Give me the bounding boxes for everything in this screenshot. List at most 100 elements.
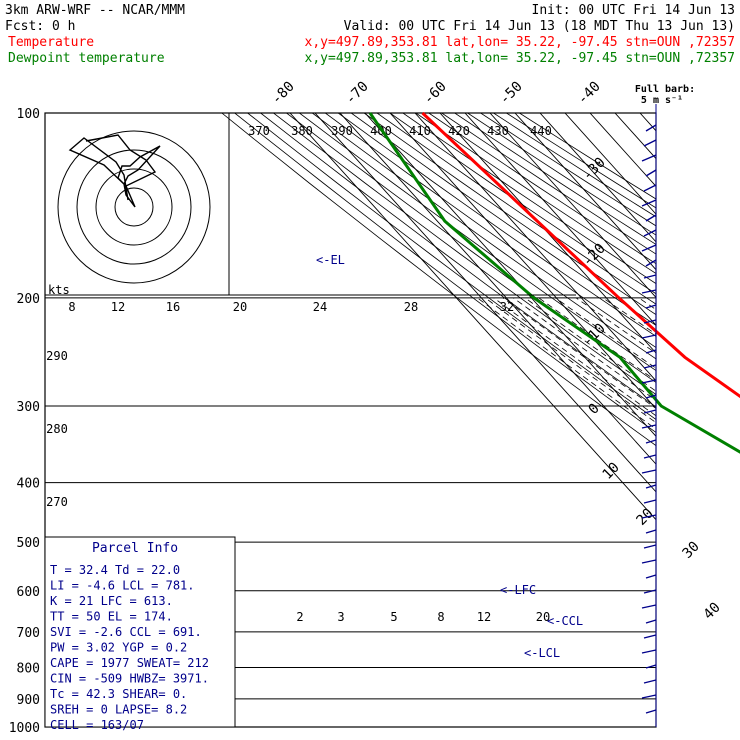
parcel-info-title: Parcel Info (92, 541, 178, 556)
parcel-info-row: PW = 3.02 YGP = 0.2 (50, 641, 187, 655)
wind-barb (641, 604, 657, 609)
isotherm-line (314, 113, 656, 493)
valid-time: Valid: 00 UTC Fri 14 Jun 13 (18 MDT Thu … (344, 19, 735, 34)
dry-adiabat (286, 113, 656, 383)
wind-barb (641, 514, 657, 519)
wind-barb (645, 484, 657, 489)
temperature-line (421, 111, 740, 399)
parcel-info-row: K = 21 LFC = 613. (50, 594, 173, 608)
wind-barb (645, 709, 657, 714)
moist-adiabat (502, 297, 656, 409)
wind-barb (641, 199, 657, 207)
wind-barb (641, 289, 657, 294)
hodograph-ring (57, 130, 211, 284)
isotherm-line (665, 113, 740, 740)
pressure-label: 400 (17, 477, 40, 492)
init-time: Init: 00 UTC Fri 14 Jun 13 (532, 3, 736, 18)
isotherm-label: -60 (421, 79, 450, 108)
wind-barb (645, 529, 657, 534)
mixing-ratio-label: 5 (390, 610, 397, 624)
theta-label: 290 (46, 349, 68, 363)
wind-barb (641, 694, 657, 699)
parcel-info-row: T = 32.4 Td = 22.0 (50, 563, 180, 577)
wind-barb (645, 439, 657, 444)
parcel-info-row: CAPE = 1977 SWEAT= 212 (50, 656, 209, 670)
hodograph: kts 8 12 16 20 24 28 32 (45, 113, 576, 314)
dewpoint-legend: Dewpoint temperature (8, 51, 165, 66)
dry-adiabat (480, 113, 656, 227)
pressure-label: 300 (17, 400, 40, 415)
model-title: 3km ARW-WRF -- NCAR/MMM (5, 3, 185, 18)
isotherm-line (339, 113, 656, 465)
level-annotation: <-EL (316, 253, 345, 267)
isotherm-label: -50 (497, 79, 526, 108)
hodograph-speed-label: 24 (313, 300, 327, 314)
hodograph-speed-label: 8 (68, 300, 75, 314)
dry-adiabat (389, 113, 656, 295)
wind-barb (641, 334, 657, 339)
pressure-label: 1000 (9, 721, 40, 736)
forecast-hour: Fcst: 0 h (5, 19, 75, 34)
dewpoint-location: x,y=497.89,353.81 lat,lon= 35.22, -97.45… (305, 51, 735, 66)
isotherm-line (489, 113, 656, 299)
isotherm-line (539, 113, 656, 243)
level-annotation: <-LFC (500, 583, 536, 597)
wind-barb (643, 454, 657, 459)
isotherm-label: -80 (269, 79, 298, 108)
level-annotation: <-CCL (547, 614, 583, 628)
wind-barb (645, 664, 657, 669)
wind-barb (645, 304, 657, 309)
wind-barb (645, 574, 657, 579)
dry-adiabat (273, 113, 656, 395)
mixing-ratio-label: 8 (437, 610, 444, 624)
hodograph-ring (95, 168, 173, 246)
theta-label: 430 (487, 124, 509, 138)
wind-barb (641, 379, 657, 384)
pressure-label: 600 (17, 585, 40, 600)
pressure-label: 800 (17, 661, 40, 676)
wind-barb (643, 679, 657, 684)
isotherm-label: 30 (680, 539, 703, 562)
theta-label: 390 (331, 124, 353, 138)
dewpoint-line (368, 112, 740, 454)
moist-adiabat (602, 297, 656, 335)
moist-adiabat (727, 298, 740, 740)
parcel-info-row: SVI = -2.6 CCL = 691. (50, 625, 202, 639)
wind-barb (645, 124, 657, 132)
moist-adiabat (575, 297, 656, 354)
temperature-location: x,y=497.89,353.81 lat,lon= 35.22, -97.45… (305, 35, 735, 50)
hodograph-trace (68, 134, 161, 208)
wind-barb (641, 559, 657, 564)
wind-barb (645, 169, 657, 177)
wind-barb (641, 469, 657, 474)
isotherm-line (289, 113, 656, 521)
wind-barb (643, 229, 657, 237)
isotherm-line (414, 113, 656, 382)
theta-label: 440 (530, 124, 552, 138)
isotherm-line (614, 113, 656, 160)
pressure-label: 900 (17, 693, 40, 708)
parcel-info-row: TT = 50 EL = 174. (50, 610, 173, 624)
theta-label: 420 (448, 124, 470, 138)
wind-barb (643, 544, 657, 549)
wind-barb (645, 259, 657, 267)
wind-barb (643, 409, 657, 414)
dry-adiabat (415, 113, 656, 275)
dry-adiabat (299, 113, 656, 372)
wind-barb (643, 499, 657, 504)
isotherm-line (464, 113, 656, 326)
parcel-info-row: CIN = -509 HWBZ= 3971. (50, 672, 209, 686)
hodograph-units: kts (48, 283, 70, 297)
isotherm-line (389, 113, 656, 410)
isotherm-label: -70 (343, 79, 372, 108)
wind-barb (643, 184, 657, 192)
wind-barb (643, 364, 657, 369)
wind-barb (645, 214, 657, 222)
wind-barbs (641, 104, 657, 727)
moist-adiabat (493, 297, 656, 417)
theta-label: 280 (46, 422, 68, 436)
hodograph-ring (76, 149, 192, 265)
parcel-info-row: CELL = 163/07 (50, 718, 144, 732)
wind-barb (643, 319, 657, 324)
